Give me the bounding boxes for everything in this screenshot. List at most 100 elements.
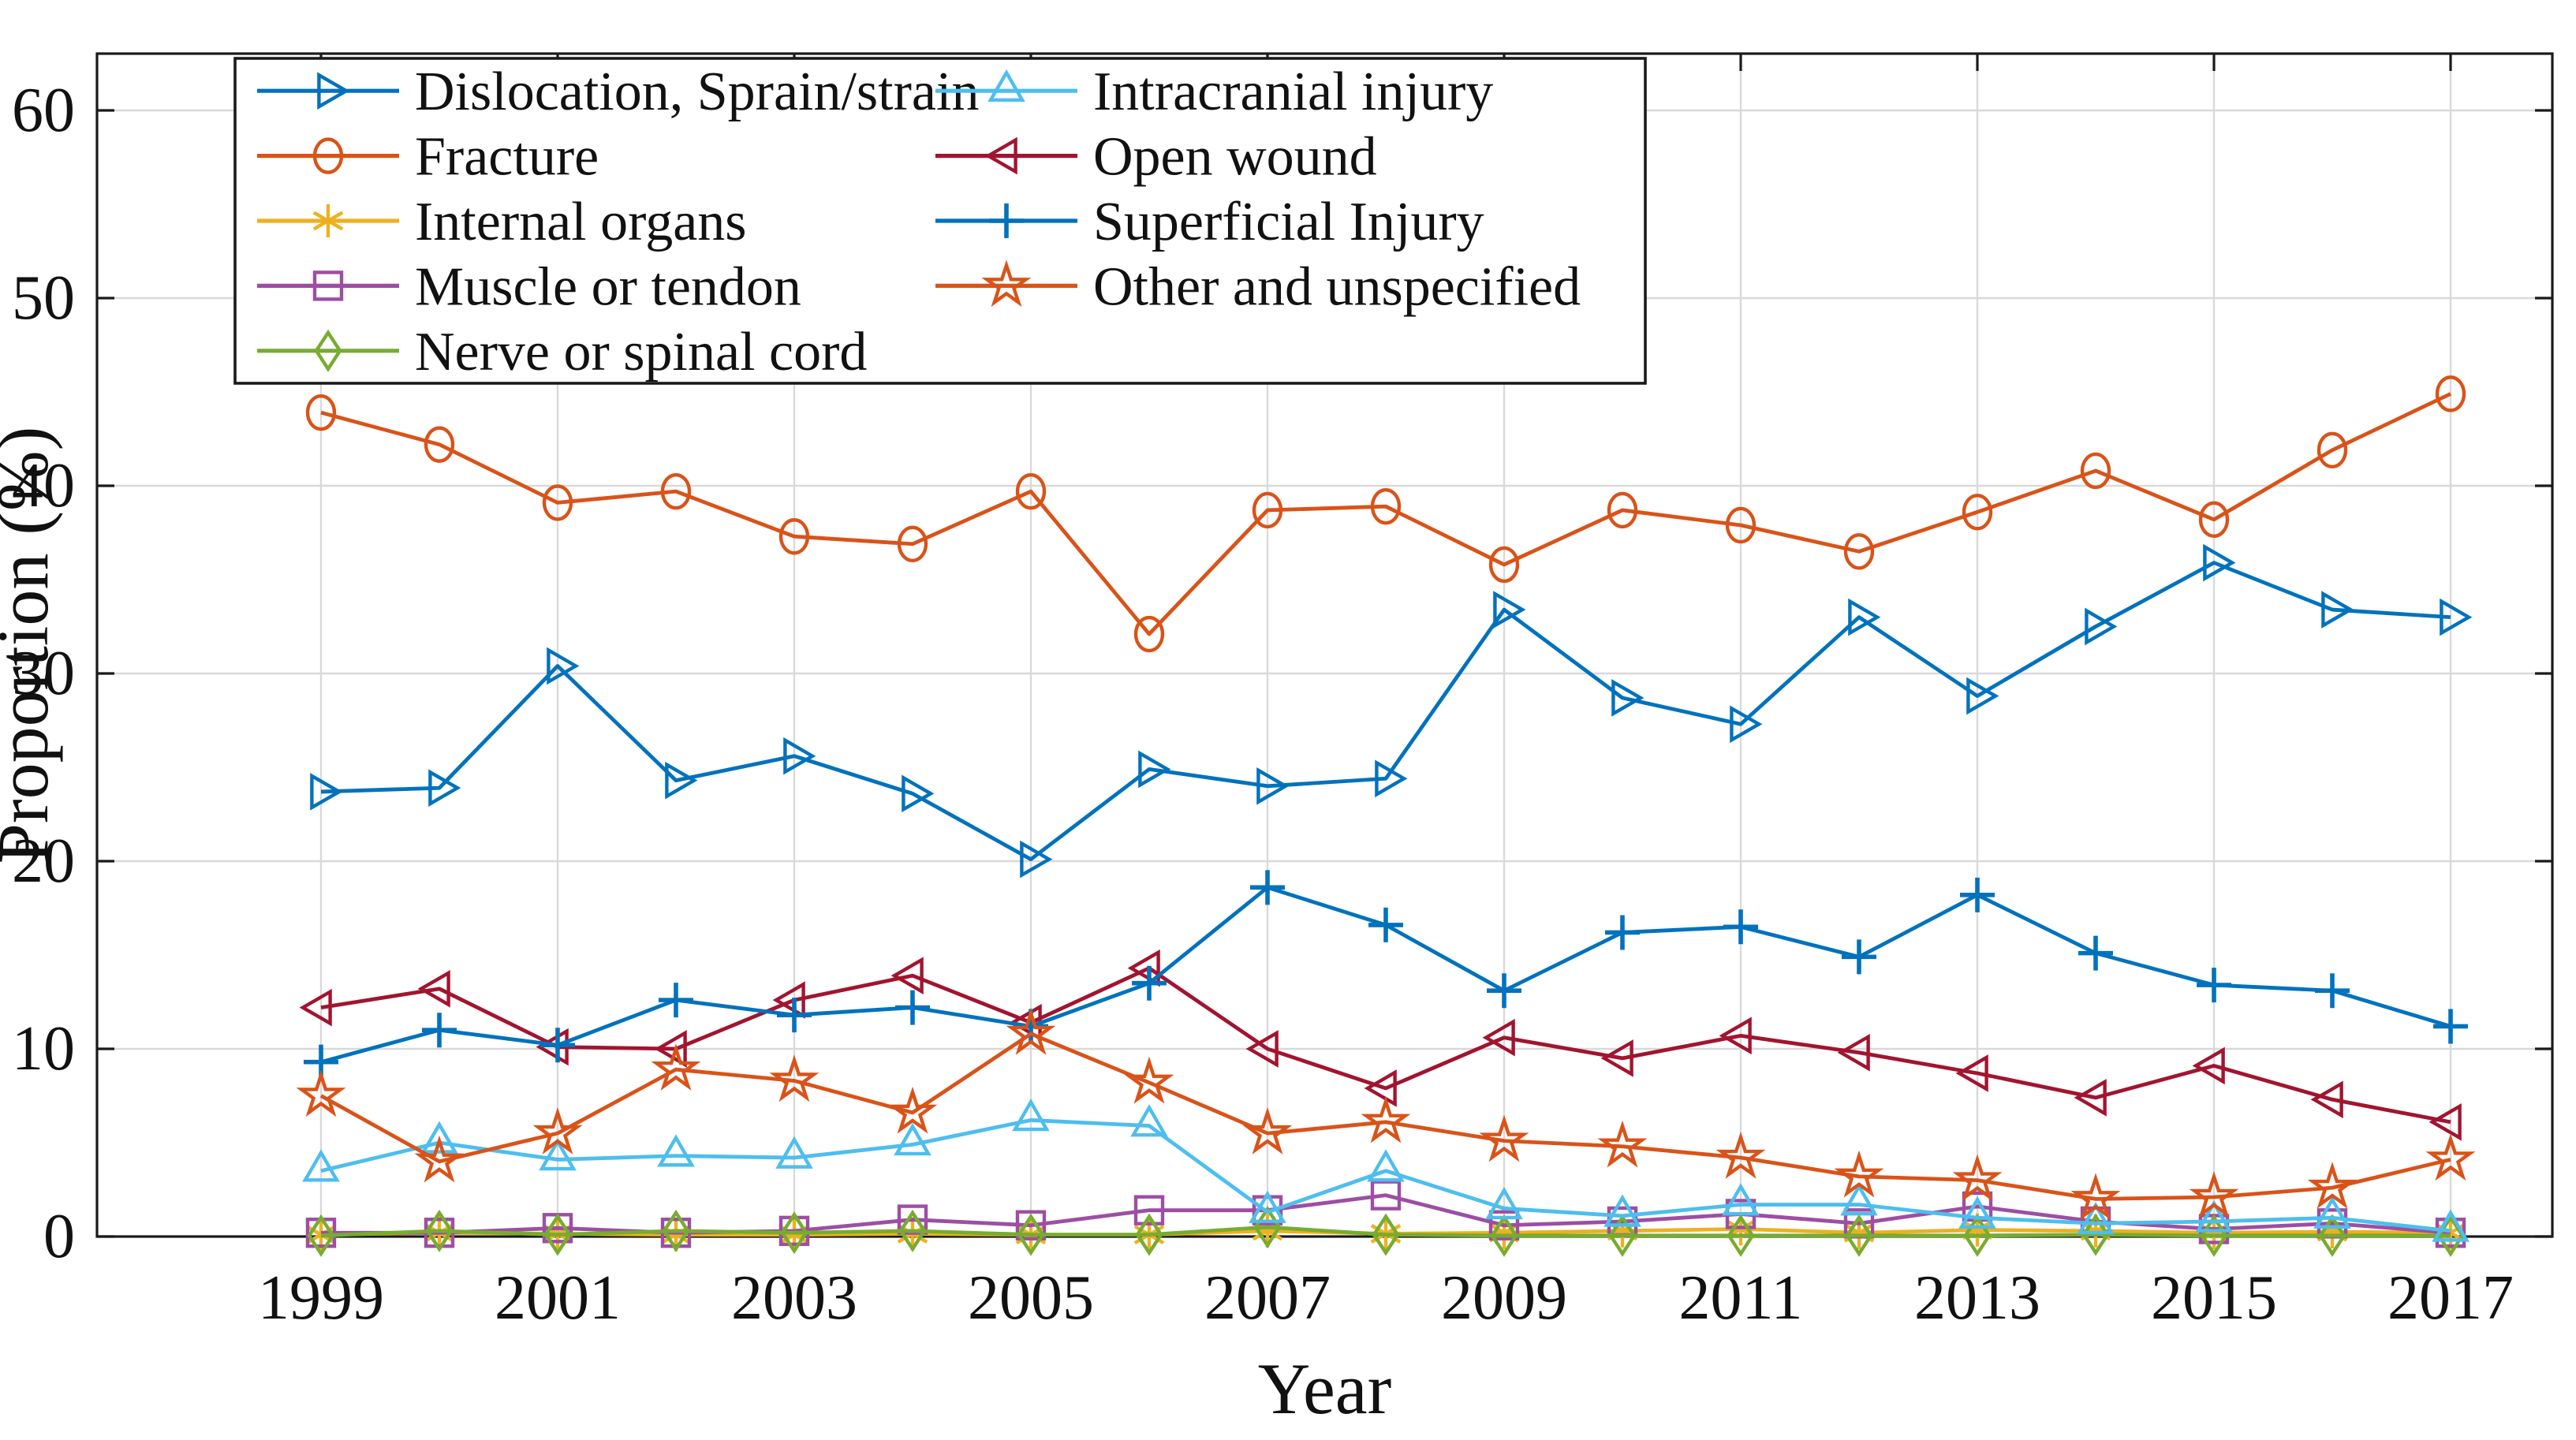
series-line-0 bbox=[320, 561, 2451, 862]
triangle-up-marker bbox=[2432, 1209, 2470, 1242]
triangle-left-marker bbox=[299, 988, 332, 1027]
circle-marker bbox=[1725, 506, 1757, 544]
circle-marker bbox=[1015, 472, 1047, 510]
square-marker bbox=[312, 270, 344, 301]
triangle-right-marker bbox=[428, 769, 461, 807]
diamond-marker bbox=[898, 1209, 927, 1252]
asterisk-marker bbox=[312, 211, 344, 231]
pentagram-marker bbox=[296, 1069, 346, 1117]
circle-marker bbox=[897, 525, 928, 562]
pentagram-marker bbox=[1361, 1095, 1411, 1143]
triangle-left-marker bbox=[2074, 1079, 2107, 1117]
x-tick-label: 2015 bbox=[2151, 1263, 2277, 1333]
pentagram-marker bbox=[1124, 1056, 1174, 1104]
triangle-right-marker bbox=[310, 773, 343, 811]
triangle-up-marker bbox=[1367, 1149, 1405, 1182]
triangle-right-marker bbox=[902, 774, 935, 813]
triangle-right-marker bbox=[1020, 840, 1053, 879]
pentagram-marker bbox=[414, 1135, 465, 1183]
circle-marker bbox=[1843, 533, 1875, 570]
series-line-5 bbox=[320, 1118, 2451, 1233]
x-tick-label: 2013 bbox=[1914, 1263, 2040, 1333]
triangle-right-marker bbox=[665, 761, 698, 800]
x-tick-label: 2011 bbox=[1678, 1263, 1802, 1333]
square-marker bbox=[1015, 1210, 1047, 1240]
circle-marker bbox=[1133, 615, 1165, 653]
triangle-up-marker bbox=[2313, 1196, 2351, 1229]
y-axis-label: Proportion (%) bbox=[0, 427, 63, 864]
triangle-left-marker bbox=[1127, 949, 1160, 987]
diamond-marker bbox=[314, 329, 342, 372]
circle-marker bbox=[2317, 431, 2348, 468]
triangle-up-marker bbox=[1130, 1104, 1168, 1137]
triangle-up-marker bbox=[420, 1121, 458, 1154]
circle-marker bbox=[778, 518, 810, 555]
triangle-right-marker bbox=[783, 737, 816, 775]
y-tick-label: 20 bbox=[12, 826, 75, 896]
legend-label: Muscle or tendon bbox=[415, 256, 801, 317]
diamond-marker bbox=[1845, 1214, 1873, 1257]
diamond-marker bbox=[2318, 1214, 2346, 1257]
circle-marker bbox=[2198, 501, 2230, 539]
pentagram-marker bbox=[1006, 1007, 1056, 1055]
triangle-left-marker bbox=[1719, 1017, 1752, 1055]
x-tick-label: 2005 bbox=[968, 1263, 1094, 1333]
square-marker bbox=[1370, 1180, 1402, 1211]
legend-label: Nerve or spinal cord bbox=[415, 322, 867, 382]
pentagram-marker bbox=[887, 1086, 938, 1134]
x-tick-label: 2017 bbox=[2387, 1263, 2514, 1333]
y-tick-label: 50 bbox=[12, 263, 75, 333]
triangle-right-marker bbox=[1848, 598, 1881, 636]
triangle-left-marker bbox=[654, 1030, 687, 1068]
y-tick-label: 60 bbox=[12, 76, 75, 145]
x-tick-label: 2003 bbox=[731, 1263, 857, 1333]
pentagram-marker bbox=[2425, 1133, 2476, 1181]
triangle-right-marker bbox=[2203, 543, 2236, 582]
triangle-left-marker bbox=[984, 136, 1017, 175]
y-tick-label: 0 bbox=[43, 1202, 75, 1271]
circle-marker bbox=[305, 394, 337, 431]
triangle-right-marker bbox=[2440, 598, 2473, 636]
triangle-up-marker bbox=[894, 1122, 931, 1156]
pentagram-marker bbox=[2189, 1170, 2239, 1218]
triangle-up-marker bbox=[1603, 1194, 1641, 1227]
triangle-up-marker bbox=[2077, 1201, 2115, 1235]
legend-label: Internal organs bbox=[415, 192, 747, 252]
triangle-right-marker bbox=[1966, 677, 1999, 715]
legend-label: Intracranial injury bbox=[1093, 62, 1493, 122]
circle-marker bbox=[1252, 491, 1283, 529]
pentagram-marker bbox=[2307, 1162, 2358, 1209]
triangle-right-marker bbox=[1138, 750, 1171, 789]
diamond-marker bbox=[1372, 1213, 1400, 1256]
square-marker bbox=[1133, 1195, 1165, 1225]
circle-marker bbox=[2080, 452, 2111, 490]
triangle-up-marker bbox=[539, 1138, 577, 1171]
triangle-up-marker bbox=[302, 1149, 340, 1182]
pentagram-marker bbox=[532, 1107, 583, 1155]
diamond-marker bbox=[425, 1209, 454, 1252]
triangle-left-marker bbox=[2310, 1080, 2343, 1119]
triangle-up-marker bbox=[1012, 1099, 1050, 1132]
triangle-up-marker bbox=[775, 1136, 813, 1169]
pentagram-marker bbox=[1242, 1107, 1293, 1155]
pentagram-marker bbox=[769, 1054, 819, 1102]
triangle-left-marker bbox=[2192, 1046, 2225, 1085]
pentagram-marker bbox=[981, 259, 1032, 308]
triangle-right-marker bbox=[317, 72, 350, 110]
x-tick-label: 2001 bbox=[495, 1263, 621, 1333]
triangle-right-marker bbox=[1730, 705, 1763, 744]
legend-label: Fracture bbox=[415, 127, 599, 188]
triangle-right-marker bbox=[547, 647, 580, 685]
diamond-marker bbox=[1490, 1214, 1518, 1257]
triangle-right-marker bbox=[2321, 591, 2354, 629]
series-line-8 bbox=[319, 1032, 2451, 1201]
diamond-marker bbox=[1727, 1214, 1755, 1257]
triangle-up-marker bbox=[1958, 1196, 1996, 1229]
triangle-up-marker bbox=[1485, 1186, 1523, 1220]
circle-marker bbox=[424, 426, 455, 463]
pentagram-marker bbox=[1715, 1131, 1766, 1179]
triangle-left-marker bbox=[890, 957, 924, 994]
triangle-left-marker bbox=[1837, 1033, 1870, 1072]
triangle-up-marker bbox=[1722, 1183, 1760, 1216]
